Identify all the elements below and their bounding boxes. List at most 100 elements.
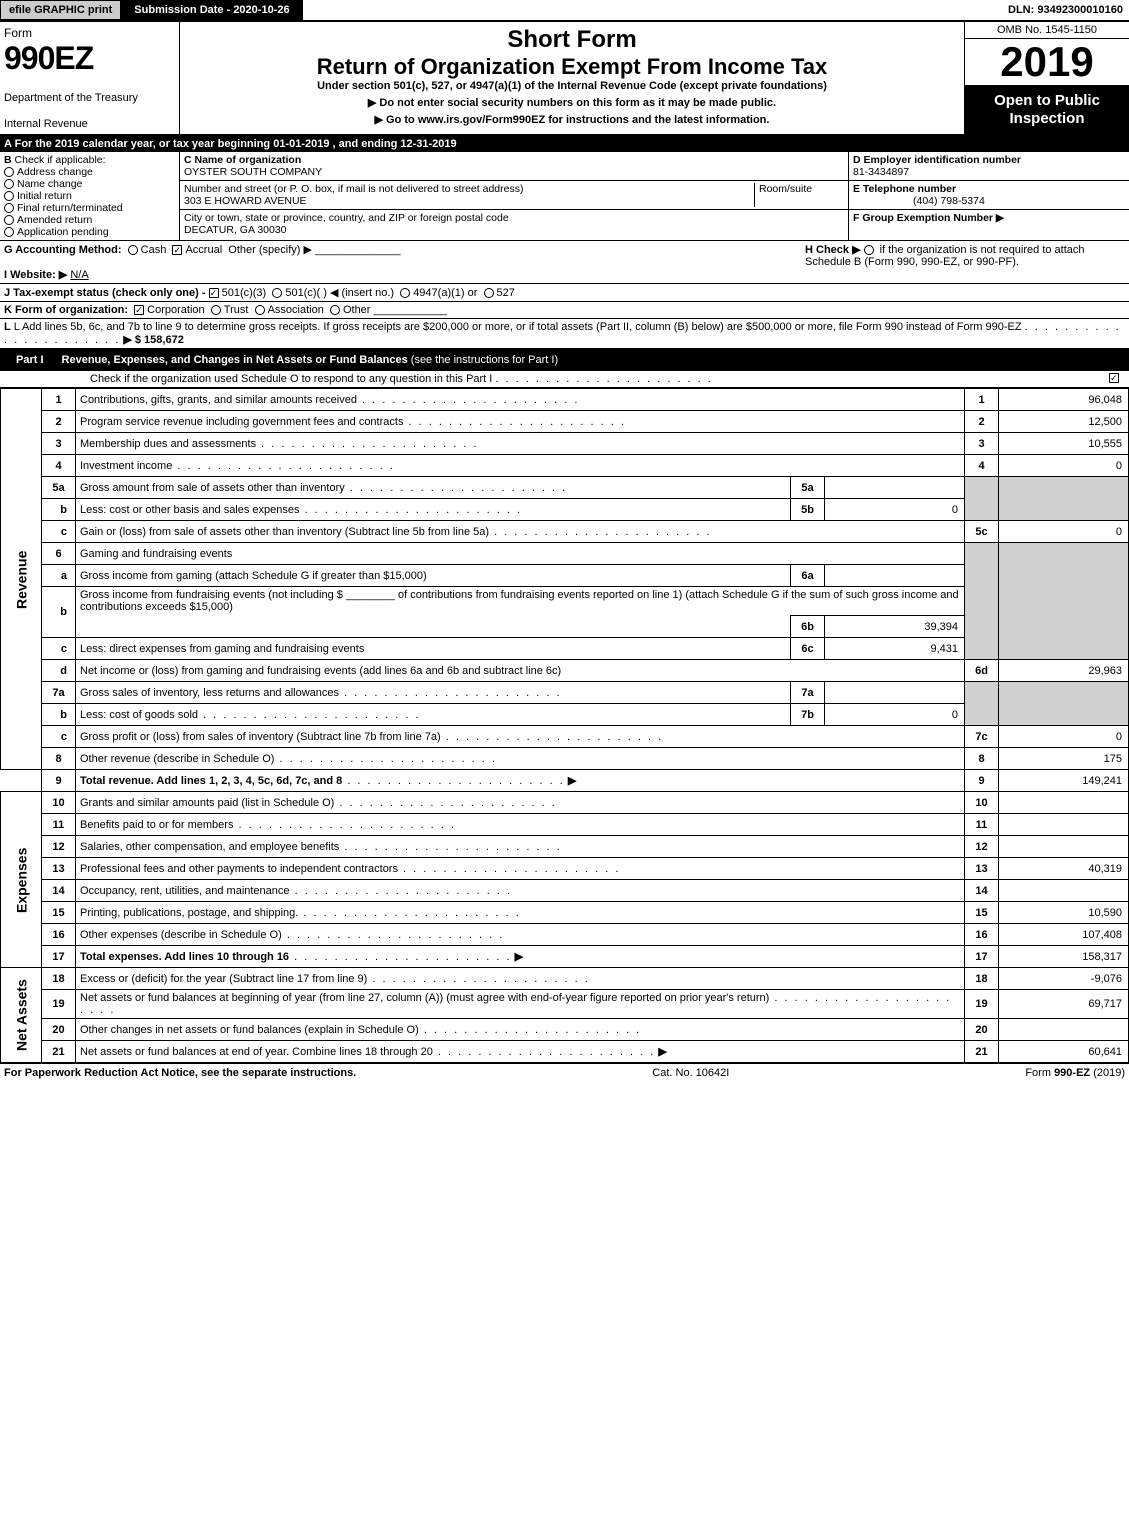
k-assoc[interactable]: Association (268, 304, 324, 316)
g-cash[interactable]: Cash (141, 244, 167, 256)
header-right: OMB No. 1545-1150 2019 Open to Public In… (964, 22, 1129, 134)
b-label: Check if applicable: (15, 154, 106, 166)
line-5a-desc: Gross amount from sale of assets other t… (80, 482, 345, 494)
line-12-desc: Salaries, other compensation, and employ… (80, 841, 339, 853)
line-7a-val (825, 682, 965, 704)
line-6d-desc: Net income or (loss) from gaming and fun… (80, 665, 561, 677)
b-name-change[interactable]: Name change (17, 178, 82, 190)
line-21-val: 60,641 (999, 1041, 1129, 1063)
l-amount: ▶ $ 158,672 (123, 334, 183, 346)
e-label: E Telephone number (853, 183, 956, 195)
k-corp[interactable]: Corporation (147, 304, 204, 316)
footer-catno: Cat. No. 10642I (356, 1067, 1025, 1079)
header-center: Short Form Return of Organization Exempt… (180, 22, 964, 134)
line-4-val: 0 (999, 455, 1129, 477)
b-app-pending[interactable]: Application pending (17, 226, 109, 238)
part1-check-text: Check if the organization used Schedule … (90, 373, 492, 385)
line-3-val: 10,555 (999, 433, 1129, 455)
line-20-val (999, 1019, 1129, 1041)
line-6-desc: Gaming and fundraising events (80, 548, 232, 560)
j-4947[interactable]: 4947(a)(1) or (413, 287, 477, 299)
line-5c-val: 0 (999, 521, 1129, 543)
section-def: D Employer identification number 81-3434… (849, 152, 1129, 240)
line-7a-desc: Gross sales of inventory, less returns a… (80, 687, 339, 699)
line-17-val: 158,317 (999, 946, 1129, 968)
b-final-return[interactable]: Final return/terminated (17, 202, 123, 214)
line-19-desc: Net assets or fund balances at beginning… (80, 992, 769, 1004)
line-6c-desc: Less: direct expenses from gaming and fu… (80, 643, 364, 655)
revenue-vlabel: Revenue (1, 389, 42, 770)
j-527[interactable]: 527 (497, 287, 515, 299)
g-other[interactable]: Other (specify) ▶ (228, 244, 312, 256)
line-8-val: 175 (999, 748, 1129, 770)
line-12-val (999, 836, 1129, 858)
f-label: F Group Exemption Number ▶ (853, 212, 1004, 224)
line-15-desc: Printing, publications, postage, and shi… (80, 907, 298, 919)
form-number: 990EZ (4, 40, 175, 77)
submission-date: Submission Date - 2020-10-26 (121, 0, 302, 20)
section-b: B Check if applicable: Address change Na… (0, 152, 180, 240)
line-10-desc: Grants and similar amounts paid (list in… (80, 797, 334, 809)
b-amended[interactable]: Amended return (17, 214, 92, 226)
irs-label: Internal Revenue (4, 118, 175, 130)
j-501c3[interactable]: 501(c)(3) (222, 287, 267, 299)
form-word: Form (4, 26, 175, 40)
line-18-desc: Excess or (deficit) for the year (Subtra… (80, 973, 367, 985)
part1-check[interactable] (1109, 373, 1119, 383)
l-text: L Add lines 5b, 6c, and 7b to line 9 to … (14, 321, 1022, 333)
return-title: Return of Organization Exempt From Incom… (188, 54, 956, 80)
goto-link[interactable]: ▶ Go to www.irs.gov/Form990EZ for instru… (188, 113, 956, 126)
k-trust[interactable]: Trust (224, 304, 249, 316)
org-street: 303 E HOWARD AVENUE (184, 195, 307, 207)
efile-print-button[interactable]: efile GRAPHIC print (0, 0, 121, 20)
line-9-val: 149,241 (999, 770, 1129, 792)
omb-number: OMB No. 1545-1150 (965, 22, 1129, 39)
form-header: Form 990EZ Department of the Treasury In… (0, 22, 1129, 136)
b-address-change[interactable]: Address change (17, 166, 93, 178)
j-insert: ◀ (insert no.) (330, 287, 394, 299)
line-4-desc: Investment income (80, 460, 172, 472)
c-city-label: City or town, state or province, country… (184, 212, 509, 224)
header-left: Form 990EZ Department of the Treasury In… (0, 22, 180, 134)
c-street-label: Number and street (or P. O. box, if mail… (184, 183, 523, 195)
website: N/A (70, 269, 88, 281)
no-ssn-note: ▶ Do not enter social security numbers o… (188, 96, 956, 109)
k-other[interactable]: Other (343, 304, 371, 316)
g-accrual[interactable]: Accrual (185, 244, 222, 256)
line-1-desc: Contributions, gifts, grants, and simila… (80, 394, 357, 406)
part1-checkline: Check if the organization used Schedule … (0, 371, 1129, 388)
section-h: H Check ▶ if the organization is not req… (805, 243, 1125, 281)
line-15-val: 10,590 (999, 902, 1129, 924)
line-16-val: 107,408 (999, 924, 1129, 946)
line-13-val: 40,319 (999, 858, 1129, 880)
section-c: C Name of organization OYSTER SOUTH COMP… (180, 152, 849, 240)
line-9-desc: Total revenue. Add lines 1, 2, 3, 4, 5c,… (80, 775, 342, 787)
open-public: Open to Public Inspection (965, 86, 1129, 134)
short-form-title: Short Form (188, 26, 956, 54)
line-6d-val: 29,963 (999, 660, 1129, 682)
line-6c-val: 9,431 (825, 638, 965, 660)
line-3-desc: Membership dues and assessments (80, 438, 256, 450)
j-501c[interactable]: 501(c)( ) (285, 287, 327, 299)
line-1-val: 96,048 (999, 389, 1129, 411)
line-10-val (999, 792, 1129, 814)
under-section: Under section 501(c), 527, or 4947(a)(1)… (188, 80, 956, 92)
phone: (404) 798-5374 (853, 195, 985, 207)
j-label: J Tax-exempt status (check only one) - (4, 287, 206, 299)
org-name: OYSTER SOUTH COMPANY (184, 166, 322, 178)
line-2-desc: Program service revenue including govern… (80, 416, 403, 428)
expenses-vlabel: Expenses (1, 792, 42, 968)
line-7c-desc: Gross profit or (loss) from sales of inv… (80, 731, 441, 743)
line-17-desc: Total expenses. Add lines 10 through 16 (80, 951, 289, 963)
section-l: L L Add lines 5b, 6c, and 7b to line 9 t… (0, 319, 1129, 349)
d-label: D Employer identification number (853, 154, 1021, 166)
line-5a-val (825, 477, 965, 499)
line-21-desc: Net assets or fund balances at end of ye… (80, 1046, 433, 1058)
line-5b-val: 0 (825, 499, 965, 521)
info-grid: B Check if applicable: Address change Na… (0, 152, 1129, 241)
line-11-val (999, 814, 1129, 836)
k-label: K Form of organization: (4, 304, 128, 316)
line-11-desc: Benefits paid to or for members (80, 819, 233, 831)
top-bar: efile GRAPHIC print Submission Date - 20… (0, 0, 1129, 22)
b-initial-return[interactable]: Initial return (17, 190, 72, 202)
